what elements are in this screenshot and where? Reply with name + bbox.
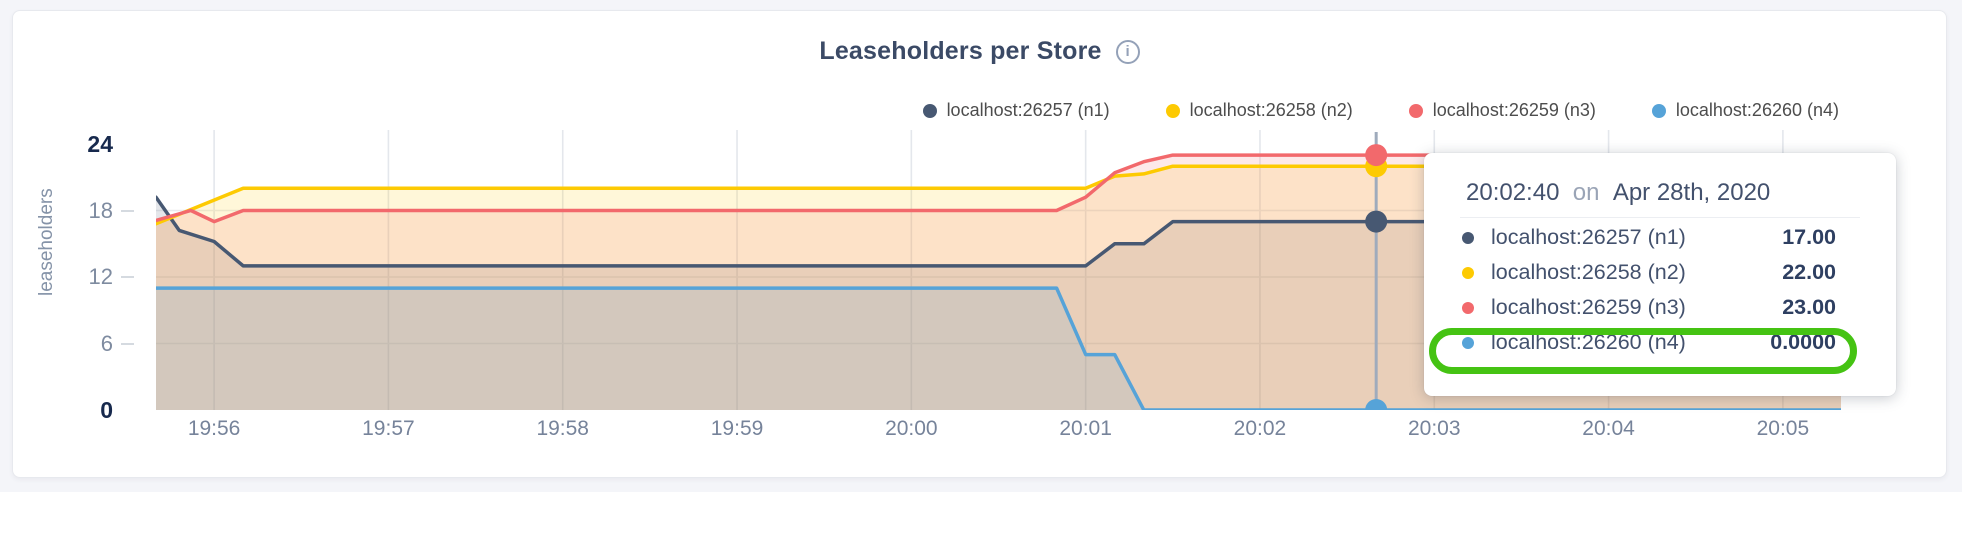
x-axis-tick-label: 20:01 xyxy=(1059,417,1112,440)
series-area xyxy=(156,155,1841,410)
x-axis-tick-label: 19:59 xyxy=(710,417,764,440)
tooltip-row-dot-icon xyxy=(1462,231,1474,244)
tooltip-row-value: 17.00 xyxy=(1782,225,1836,249)
tooltip-row-dot-icon xyxy=(1462,301,1474,314)
x-axis: 19:56 19:57 19:58 19:59 20:00 20:01 20:02 20:03… xyxy=(156,417,1841,445)
series-line xyxy=(156,164,1841,226)
x-axis-tick-label: 19:57 xyxy=(362,417,415,440)
y-axis-tick-label: 18 xyxy=(88,197,113,223)
tooltip-row: localhost:26258 (n2) 22.00 xyxy=(1424,255,1896,290)
tooltip-connector xyxy=(1566,179,1573,206)
x-axis-tick-label: 20:04 xyxy=(1582,417,1635,440)
y-axis-tick-label: 0 xyxy=(100,397,113,423)
legend-label: localhost:26258 (n2) xyxy=(1189,100,1353,120)
legend-item[interactable]: localhost:26260 (n4) xyxy=(1651,100,1839,121)
tooltip-divider xyxy=(1460,217,1860,218)
legend-dot-icon xyxy=(1651,103,1666,118)
tooltip-date-text: Apr 28th, 2020 xyxy=(1612,179,1771,206)
hover-marker xyxy=(1365,399,1388,410)
tooltip-rows: localhost:26257 (n1) 17.00 localhost:26258… xyxy=(1424,218,1896,360)
legend-item[interactable]: localhost:26257 (n1) xyxy=(922,100,1110,121)
series-line xyxy=(156,286,1841,410)
info-icon[interactable]: i xyxy=(1115,39,1140,64)
chart-plot-area[interactable] xyxy=(156,116,1841,410)
tooltip-row-value: 22.00 xyxy=(1782,260,1836,284)
y-axis-title: leaseholders xyxy=(36,188,57,296)
hover-marker xyxy=(1365,144,1388,167)
chart-header: Leaseholders per Store i xyxy=(13,37,1946,66)
tooltip-row-dot-icon xyxy=(1462,336,1474,349)
tooltip-row-label: localhost:26257 (n1) xyxy=(1491,225,1686,249)
chart-legend: localhost:26257 (n1) localhost:26258 (n2)… xyxy=(922,100,1839,121)
tooltip-row-value: 0.0000 xyxy=(1770,330,1836,354)
legend-item[interactable]: localhost:26258 (n2) xyxy=(1165,100,1353,121)
tooltip-row-label: localhost:26258 (n2) xyxy=(1491,260,1686,284)
series-line xyxy=(156,153,1841,224)
x-axis-tick-label: 20:05 xyxy=(1756,417,1810,440)
legend-dot-icon xyxy=(922,103,937,118)
hover-marker xyxy=(1365,210,1388,233)
x-axis-tick-label: 19:56 xyxy=(187,417,241,440)
tooltip-row: localhost:26260 (n4) 0.0000 xyxy=(1424,325,1896,360)
x-axis-tick-label: 20:03 xyxy=(1407,417,1461,440)
y-axis-tick-mark xyxy=(121,209,134,212)
series-line xyxy=(156,195,1841,268)
legend-dot-icon xyxy=(1408,103,1423,118)
tooltip-row: localhost:26257 (n1) 17.00 xyxy=(1424,220,1896,255)
tooltip-row: localhost:26259 (n3) 23.00 xyxy=(1424,290,1896,325)
y-axis-tick-mark xyxy=(121,342,134,345)
y-axis-tick-label: 6 xyxy=(100,330,113,356)
x-axis-tick-label: 20:02 xyxy=(1233,417,1287,440)
x-axis-tick-label: 19:58 xyxy=(536,417,589,440)
series-area xyxy=(156,288,1841,410)
tooltip-row-value: 23.00 xyxy=(1782,295,1836,319)
legend-label: localhost:26260 (n4) xyxy=(1675,100,1839,120)
series-area xyxy=(156,197,1841,410)
y-axis-tick-label: 24 xyxy=(87,131,113,157)
legend-dot-icon xyxy=(1165,103,1180,118)
tooltip-time: 20:02:40 xyxy=(1466,179,1560,206)
tooltip-row-label: localhost:26260 (n4) xyxy=(1491,330,1686,354)
legend-label: localhost:26257 (n1) xyxy=(946,100,1110,120)
chart-title: Leaseholders per Store xyxy=(819,37,1102,65)
dashboard-section: Leaseholders per Store i localhost:26257… xyxy=(0,0,1962,492)
hover-tooltip: 20:02:40 on Apr 28th, 2020 localhost:262… xyxy=(1424,153,1896,396)
legend-label: localhost:26259 (n3) xyxy=(1432,100,1596,120)
x-axis-tick-label: 20:00 xyxy=(885,417,938,440)
tooltip-row-dot-icon xyxy=(1462,266,1474,279)
chart-card: Leaseholders per Store i localhost:26257… xyxy=(12,10,1947,478)
legend-item[interactable]: localhost:26259 (n3) xyxy=(1408,100,1596,121)
tooltip-header: 20:02:40 on Apr 28th, 2020 xyxy=(1466,179,1771,206)
y-axis-tick-label: 12 xyxy=(88,264,113,289)
tooltip-row-label: localhost:26259 (n3) xyxy=(1491,295,1686,319)
y-axis-tick-mark xyxy=(121,276,134,278)
tooltip-date xyxy=(1606,179,1613,206)
